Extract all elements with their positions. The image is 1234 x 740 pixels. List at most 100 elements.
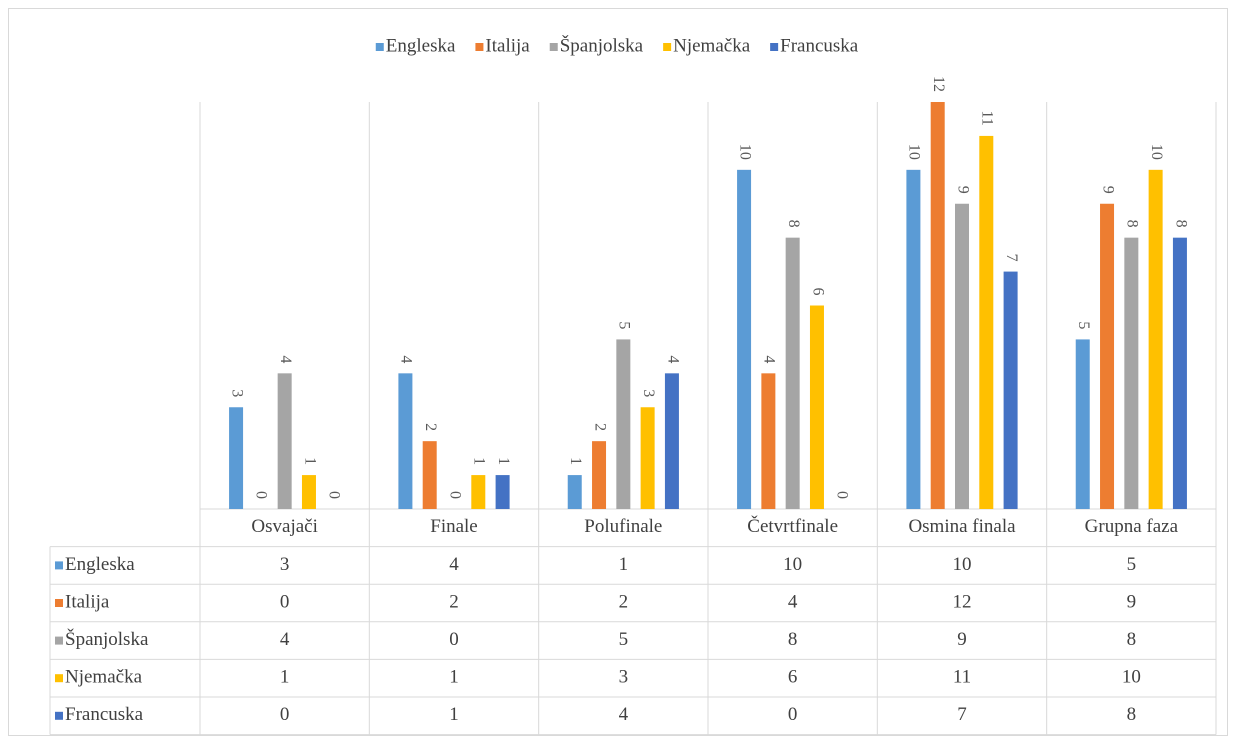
table-cell: 0 — [280, 591, 290, 612]
table-cell: 10 — [783, 554, 802, 575]
bar — [471, 475, 486, 509]
table-cell: 9 — [1127, 591, 1137, 612]
legend-label: Engleska — [386, 35, 456, 56]
data-label: 9 — [1099, 186, 1116, 194]
bar — [906, 169, 921, 510]
category-label: Osmina finala — [908, 516, 1016, 537]
table-cell: 2 — [449, 591, 459, 612]
data-label: 10 — [736, 144, 753, 160]
bar — [229, 407, 244, 509]
bar — [1100, 203, 1115, 509]
data-label: 8 — [1124, 220, 1141, 228]
bar — [277, 373, 292, 509]
bar — [495, 475, 510, 509]
legend-key — [475, 43, 484, 51]
data-label: 7 — [1003, 254, 1020, 262]
table-cell: 10 — [953, 554, 972, 575]
table-cell: 4 — [280, 629, 290, 650]
data-label: 8 — [1172, 220, 1189, 228]
table-cell: 7 — [957, 704, 967, 725]
data-label: 4 — [664, 355, 681, 363]
table-cell: 3 — [280, 554, 290, 575]
data-label: 3 — [640, 389, 657, 397]
table-cell: 0 — [788, 704, 798, 725]
table-cell: 4 — [619, 704, 629, 725]
data-label: 9 — [954, 186, 971, 194]
legend-label: Francuska — [780, 35, 859, 56]
data-label: 1 — [567, 457, 584, 465]
data-label: 4 — [761, 355, 778, 363]
bar — [616, 339, 631, 509]
table-series-name: Italija — [65, 591, 110, 612]
data-label: 0 — [446, 491, 463, 499]
data-label: 12 — [930, 76, 947, 92]
data-label: 10 — [906, 144, 923, 160]
data-label: 4 — [398, 355, 415, 363]
data-label: 1 — [495, 457, 512, 465]
bar — [1075, 339, 1090, 509]
legend-label: Italija — [485, 35, 530, 56]
data-label: 6 — [809, 288, 826, 296]
category-label: Grupna faza — [1085, 516, 1179, 537]
bar — [592, 441, 607, 509]
data-label: 1 — [471, 457, 488, 465]
table-legend-key — [55, 636, 63, 645]
data-label: 5 — [616, 321, 633, 329]
table-series-name: Njemačka — [65, 667, 143, 688]
table-cell: 1 — [280, 667, 290, 688]
data-label: 2 — [422, 423, 439, 431]
data-label: 5 — [1075, 321, 1092, 329]
table-cell: 5 — [1127, 554, 1137, 575]
table-legend-key — [55, 711, 63, 720]
table-cell: 9 — [957, 629, 967, 650]
legend-label: Španjolska — [560, 34, 644, 56]
table-cell: 1 — [449, 704, 459, 725]
category-label: Osvajači — [251, 516, 317, 537]
table-cell: 4 — [788, 591, 798, 612]
data-label: 10 — [1148, 144, 1165, 160]
table-cell: 10 — [1122, 667, 1141, 688]
table-series-name: Engleska — [65, 554, 135, 575]
legend-key — [549, 43, 558, 51]
table-cell: 11 — [953, 667, 971, 688]
data-label: 11 — [979, 111, 996, 126]
table-cell: 1 — [449, 667, 459, 688]
legend-label: Njemačka — [673, 35, 751, 56]
bar — [301, 475, 316, 509]
data-label: 3 — [228, 389, 245, 397]
bar — [737, 169, 752, 510]
table-cell: 6 — [788, 667, 798, 688]
bar — [1124, 237, 1139, 509]
table-cell: 2 — [619, 591, 629, 612]
table-legend-key — [55, 674, 63, 683]
table-cell: 8 — [1127, 629, 1137, 650]
bar — [1172, 237, 1187, 509]
table-legend-key — [55, 599, 63, 607]
bar — [422, 441, 437, 509]
bar — [930, 102, 945, 509]
data-label: 2 — [591, 423, 608, 431]
table-cell: 12 — [953, 591, 972, 612]
table-cell: 8 — [788, 629, 798, 650]
category-label: Četvrtfinale — [747, 515, 838, 537]
bar — [567, 475, 582, 509]
bar — [1003, 271, 1018, 509]
bar — [761, 373, 776, 509]
table-cell: 0 — [280, 704, 290, 725]
data-label: 0 — [834, 491, 851, 499]
bar — [979, 135, 994, 509]
data-label: 8 — [785, 220, 802, 228]
table-cell: 1 — [619, 554, 629, 575]
legend-key — [663, 43, 672, 51]
bar — [640, 407, 655, 509]
category-label: Finale — [430, 516, 478, 537]
table-series-name: Španjolska — [65, 628, 149, 650]
bar — [664, 373, 679, 509]
legend-key — [770, 43, 779, 51]
table-cell: 8 — [1127, 704, 1137, 725]
bar — [398, 373, 413, 509]
data-label: 0 — [253, 491, 270, 499]
table-cell: 3 — [619, 667, 629, 688]
data-label: 0 — [326, 491, 343, 499]
